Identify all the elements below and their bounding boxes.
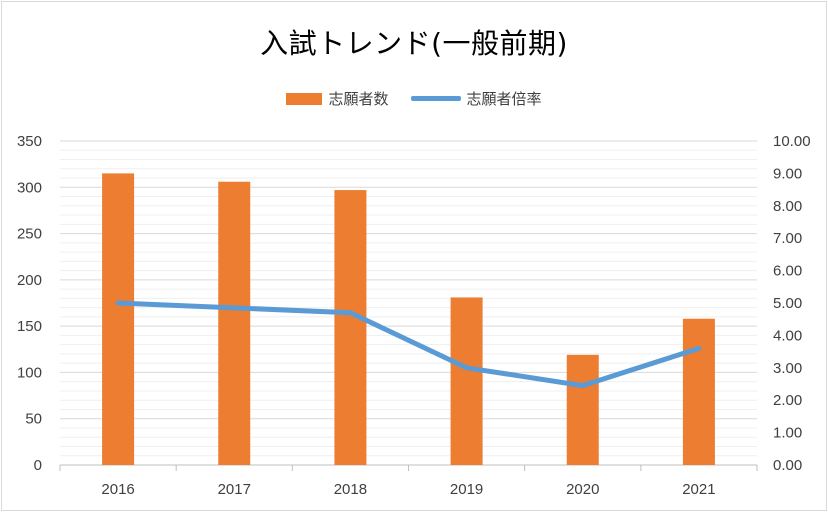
line-point [697, 346, 701, 350]
y-right-tick-label: 9.00 [773, 165, 802, 182]
bar [334, 190, 367, 465]
line-point [116, 301, 120, 305]
y-right-tick-label: 1.00 [773, 425, 802, 442]
bar [682, 318, 715, 465]
y-left-tick-label: 200 [17, 272, 42, 289]
y-left-tick-label: 150 [17, 318, 42, 335]
x-tick-label: 2020 [566, 481, 599, 498]
legend: 志願者数 志願者倍率 [0, 88, 828, 109]
legend-item-line: 志願者倍率 [410, 88, 542, 109]
line-point [348, 311, 352, 315]
y-right-tick-label: 4.00 [773, 327, 802, 344]
x-tick-label: 2019 [450, 481, 483, 498]
legend-swatch-bar [286, 92, 323, 105]
y-left-tick-label: 0 [34, 457, 42, 474]
y-right-tick-label: 0.00 [773, 457, 802, 474]
y-left-tick-label: 100 [17, 364, 42, 381]
x-tick-label: 2017 [218, 481, 251, 498]
y-right-tick-label: 10.00 [773, 133, 811, 150]
bar [218, 181, 251, 465]
y-right-tick-label: 5.00 [773, 295, 802, 312]
y-left-tick-label: 300 [17, 179, 42, 196]
legend-item-bar: 志願者数 [286, 88, 389, 109]
y-right-tick-label: 7.00 [773, 230, 802, 247]
y-left-tick-label: 50 [25, 411, 42, 428]
bar [450, 297, 483, 465]
legend-label-line: 志願者倍率 [466, 90, 542, 108]
y-left-tick-label: 350 [17, 133, 42, 150]
legend-swatch-line [410, 96, 461, 101]
x-tick-label: 2018 [334, 481, 367, 498]
bar [102, 173, 135, 465]
line-point [232, 306, 236, 310]
bar [566, 354, 599, 465]
x-tick-label: 2021 [682, 481, 715, 498]
line-point [581, 384, 585, 388]
y-right-tick-label: 6.00 [773, 263, 802, 280]
legend-label-bar: 志願者数 [328, 90, 389, 108]
series-line [115, 300, 702, 389]
y-right-tick-label: 3.00 [773, 360, 802, 377]
x-tick-label: 2016 [101, 481, 134, 498]
line-point [465, 366, 469, 370]
y-right-tick-label: 8.00 [773, 198, 802, 215]
chart-title: 入試トレンド(一般前期) [260, 27, 568, 60]
y-right-tick-label: 2.00 [773, 392, 802, 409]
y-left-tick-label: 250 [17, 226, 42, 243]
